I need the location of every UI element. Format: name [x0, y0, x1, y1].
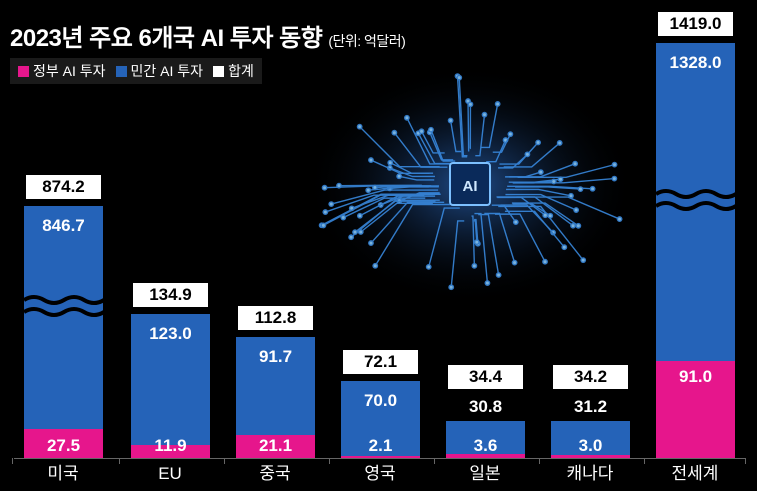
bar-6 — [656, 43, 735, 458]
chart-title: 2023년 주요 6개국 AI 투자 동향 (단위: 억달러) — [10, 18, 406, 53]
legend-label: 합계 — [228, 63, 254, 79]
bar-segment-government — [656, 360, 735, 458]
bar-segment-private — [236, 337, 315, 436]
bar-0 — [24, 206, 103, 458]
category-label: EU — [158, 464, 182, 483]
government-value-label: 27.5 — [46, 436, 81, 455]
total-label: 112.8 — [238, 306, 313, 331]
government-value-label: 21.1 — [258, 436, 293, 455]
ai-chip-icon — [449, 162, 491, 206]
legend-swatch — [115, 65, 127, 77]
axis-tick — [644, 458, 645, 464]
legend-swatch — [18, 65, 29, 77]
unit-label: (단위: 억달러) — [328, 33, 406, 49]
axis-tick — [745, 458, 746, 464]
government-value-label: 11.9 — [154, 436, 187, 455]
bar-segment-government — [24, 428, 103, 458]
category-label: 미국 — [47, 464, 79, 483]
bar-segment-government — [446, 454, 525, 458]
private-value-label: 123.0 — [149, 323, 192, 343]
legend-label: 민간 AI 투자 — [130, 63, 204, 79]
total-label: 1419.0 — [658, 12, 733, 36]
private-value-label: 31.2 — [573, 397, 608, 417]
bar-1 — [131, 313, 210, 458]
total-label: 134.9 — [133, 282, 208, 307]
bar-segment-private — [341, 380, 420, 456]
bar-segment-government — [236, 435, 315, 458]
axis-tick — [434, 458, 435, 464]
government-value-label: 2.1 — [368, 436, 393, 455]
title-text: 2023년 주요 6개국 AI 투자 동향 — [10, 25, 323, 52]
bar-4 — [446, 421, 525, 458]
category-label: 일본 — [469, 464, 501, 483]
bar-segment-government — [551, 454, 630, 458]
bar-5 — [551, 421, 630, 458]
legend-label: 정부 AI 투자 — [33, 63, 106, 79]
bar-segment-private — [24, 206, 103, 429]
x-axis-line — [14, 458, 746, 459]
axis-tick — [12, 458, 13, 464]
category-label: 캐나다 — [566, 464, 614, 483]
private-value-label: 91.7 — [258, 347, 293, 367]
axis-break-wave — [24, 295, 103, 318]
axis-tick — [329, 458, 330, 464]
government-value-label: 3.0 — [578, 436, 603, 455]
axis-break-wave — [656, 189, 735, 212]
private-value-label: 70.0 — [363, 390, 398, 410]
government-value-label: 3.6 — [473, 436, 498, 455]
svg-text:AI: AI — [463, 178, 478, 195]
bar-segment-private — [446, 421, 525, 455]
axis-tick — [224, 458, 225, 464]
ai-circuit-brain-illustration: AI — [305, 65, 635, 305]
private-value-label: 1328.0 — [669, 53, 722, 72]
category-label: 전세계 — [671, 464, 719, 483]
government-value-label: 91.0 — [678, 366, 713, 386]
legend-swatch — [213, 65, 225, 77]
total-label: 72.1 — [343, 349, 418, 374]
bar-segment-government — [341, 455, 420, 458]
bar-segment-government — [131, 445, 210, 458]
legend-item-private: 민간 AI 투자 — [115, 61, 204, 81]
bar-segment-private — [131, 313, 210, 446]
legend-item-total: 합계 — [213, 61, 254, 81]
legend-item-government: 정부 AI 투자 — [18, 61, 106, 81]
category-label: 중국 — [259, 464, 291, 483]
total-label: 34.4 — [448, 365, 523, 390]
bar-segment-private — [551, 421, 630, 455]
bar-3 — [341, 380, 420, 458]
category-label: 영국 — [364, 464, 396, 483]
private-value-label: 30.8 — [468, 397, 503, 417]
axis-tick — [539, 458, 540, 464]
total-label: 874.2 — [26, 175, 101, 199]
axis-tick — [119, 458, 120, 464]
total-label: 34.2 — [553, 365, 628, 390]
bar-2 — [236, 337, 315, 458]
legend: 정부 AI 투자 민간 AI 투자 합계 — [10, 58, 262, 84]
private-value-label: 846.7 — [42, 216, 85, 235]
